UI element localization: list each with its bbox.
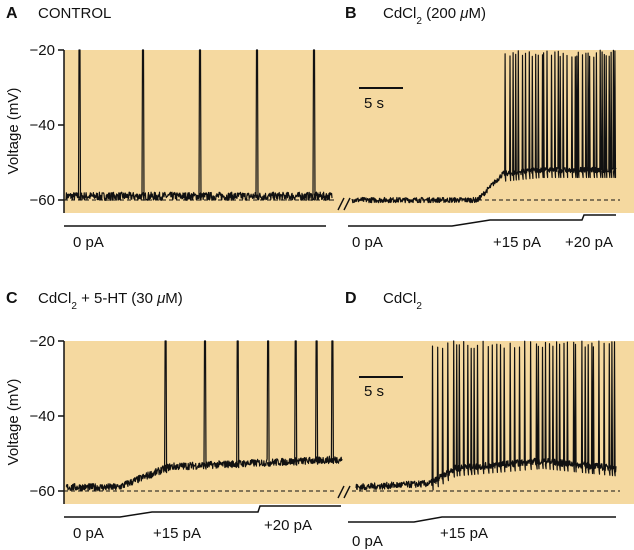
y-tick-label: −20 [30, 333, 55, 350]
y-tick-label: −40 [30, 408, 55, 425]
panel-a-title: CONTROL [38, 5, 111, 22]
y-tick-label: −40 [30, 117, 55, 134]
current-label-b-0: 0 pA [352, 234, 383, 251]
panel-letter-d: D [345, 290, 357, 307]
y-ticks-top: −20 −40 −60 [30, 42, 64, 209]
scalebar-d-label: 5 s [364, 383, 384, 400]
current-label-d-0: 0 pA [352, 533, 383, 550]
y-axis-title-top: Voltage (mV) [5, 88, 22, 175]
step-d [348, 516, 616, 523]
y-tick-label: −20 [30, 42, 55, 59]
trace-b [351, 49, 617, 204]
panel-d-title: CdCl2 [383, 290, 422, 312]
panel-letter-b: B [345, 5, 357, 22]
current-label-c-1: +15 pA [153, 525, 201, 542]
y-axis-title-bottom: Voltage (mV) [5, 379, 22, 466]
y-ticks-bottom: −20 −40 −60 [30, 333, 64, 500]
step-b [348, 214, 616, 227]
traces [65, 49, 617, 492]
panel-c-title: CdCl2 + 5-HT (30 μM) [38, 290, 183, 312]
panel-letter-a: A [6, 5, 18, 22]
trace-d [355, 340, 617, 491]
y-tick-label: −60 [30, 483, 55, 500]
current-label-c-0: 0 pA [73, 525, 104, 542]
current-label-b-1: +15 pA [493, 234, 541, 251]
current-steps [64, 214, 616, 523]
axis-break-top [337, 197, 351, 211]
scalebar-b-label: 5 s [364, 95, 384, 112]
current-label-c-2: +20 pA [264, 517, 312, 534]
current-label-d-1: +15 pA [440, 525, 488, 542]
current-label-a-0: 0 pA [73, 234, 104, 251]
panel-letter-c: C [6, 290, 18, 307]
step-c [64, 505, 341, 518]
axis-break-bottom [337, 485, 351, 499]
trace-c [65, 340, 343, 492]
panel-b-title: CdCl2 (200 μM) [383, 5, 486, 27]
panel-ab-background [64, 50, 634, 213]
trace-a [65, 49, 333, 201]
y-tick-label: −60 [30, 192, 55, 209]
panel-cd-background [64, 341, 634, 504]
current-label-b-2: +20 pA [565, 234, 613, 251]
